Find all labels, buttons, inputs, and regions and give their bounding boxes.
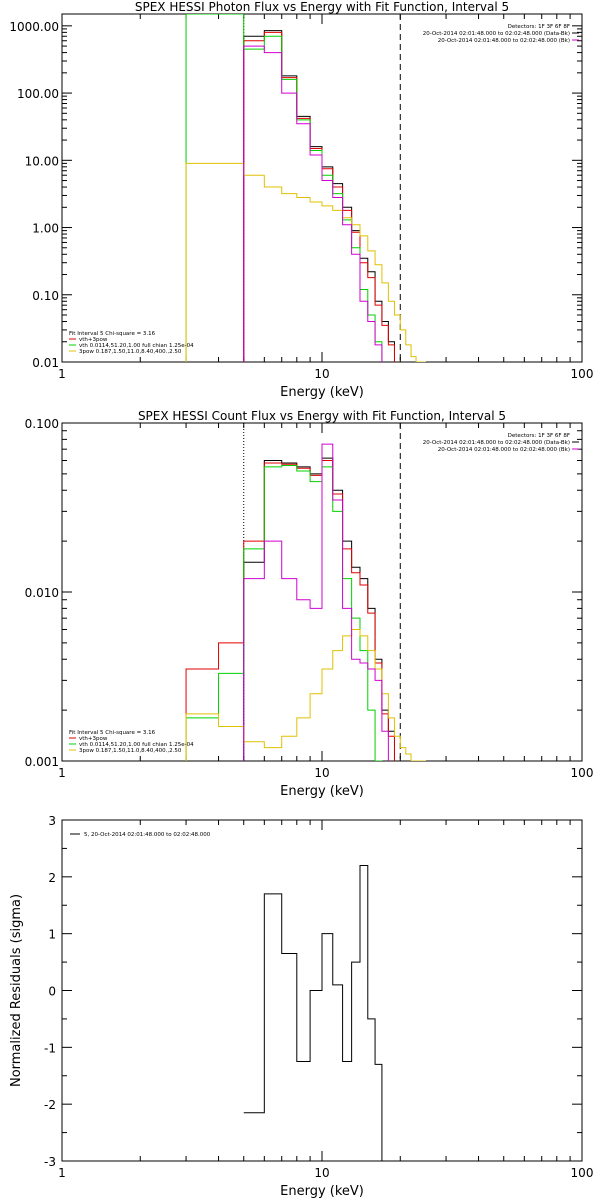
legend-entry: vth+3pow [79,337,108,343]
series-line-bk [243,45,383,362]
y-tick-label: -1 [44,1041,56,1055]
y-tick-label: 0.010 [25,586,59,600]
y-tick-label: 2 [48,871,56,885]
y-tick-label: 0.001 [25,755,59,769]
chart-panel-2: SPEX HESSI Count Flux vs Energy with Fit… [25,409,594,799]
y-tick-label: -2 [44,1098,56,1112]
x-axis-label: Energy (keV) [280,1184,364,1199]
y-axis-label: Normalized Residuals (sigma) [9,894,24,1087]
legend-entry: 3pow 0.187,1.50,11.0,8.40,400.,2.50 [79,748,182,754]
y-tick-label: 1 [48,928,56,942]
x-tick-label: 1 [58,1166,66,1180]
y-tick-label: 100.00 [17,87,59,101]
chart-title: SPEX HESSI Photon Flux vs Energy with Fi… [135,0,509,14]
legend-entry: vth 0.0114,51.20,1.00 full chian 1.25e-0… [79,343,194,349]
header-line: 20-Oct-2014 02:01:48.000 to 02:02:48.000… [423,31,570,37]
y-tick-label: 0 [48,985,56,999]
series-line-bk [243,443,389,761]
legend-entry: vth 0.0114,51.20,1.00 full chian 1.25e-0… [79,742,194,748]
x-tick-label: 100 [571,367,594,381]
header-line: Detectors: 1F 3F 6F 8F [508,433,570,439]
series-line-data [243,457,395,761]
x-tick-label: 100 [571,1166,594,1180]
series-line-3pow [185,162,426,362]
series-line-residuals [243,864,401,1161]
x-tick-label: 10 [314,1166,329,1180]
y-tick-label: 1.00 [32,222,59,236]
header-line: 20-Oct-2014 02:01:48.000 to 02:02:48.000… [423,440,570,446]
x-tick-label: 10 [314,367,329,381]
series-line-vth+3pow [185,459,395,761]
x-tick-label: 100 [571,766,594,780]
series-line-vth [185,465,383,761]
x-tick-label: 1 [58,367,66,381]
series-line-vth+3pow [243,31,395,362]
series-line-data [243,30,395,362]
series-line-3pow [185,628,426,761]
legend-entry: vth+3pow [79,736,108,742]
y-tick-label: 0.10 [32,289,59,303]
chart-panel-1: SPEX HESSI Photon Flux vs Energy with Fi… [9,0,593,400]
series-line-vth [185,14,383,362]
legend-entry: 3pow 0.187,1.50,11.0,8.40,400.,2.50 [79,349,182,355]
legend-entry: Fit Interval 5 Chi-square = 3.16 [69,331,156,337]
y-tick-label: 3 [48,814,56,828]
y-tick-label: -3 [44,1155,56,1169]
y-tick-label: 0.01 [32,356,59,370]
x-tick-label: 1 [58,766,66,780]
header-line: 20-Oct-2014 02:01:48.000 to 02:02:48.000… [438,38,570,44]
header-line: Detectors: 1F 3F 6F 8F [508,24,570,30]
plot-frame [61,13,583,363]
y-tick-label: 0.100 [25,417,59,431]
y-tick-label: 10.00 [25,154,59,168]
legend-entry: 5, 20-Oct-2014 02:01:48.000 to 02:02:48.… [84,832,211,838]
x-axis-label: Energy (keV) [280,385,364,400]
x-tick-label: 10 [314,766,329,780]
chart-title: SPEX HESSI Count Flux vs Energy with Fit… [138,409,506,423]
header-line: 20-Oct-2014 02:01:48.000 to 02:02:48.000… [438,447,570,453]
y-tick-label: 1000.00 [9,20,59,34]
legend-entry: Fit Interval 5 Chi-square = 3.16 [69,730,156,736]
x-axis-label: Energy (keV) [280,784,364,799]
